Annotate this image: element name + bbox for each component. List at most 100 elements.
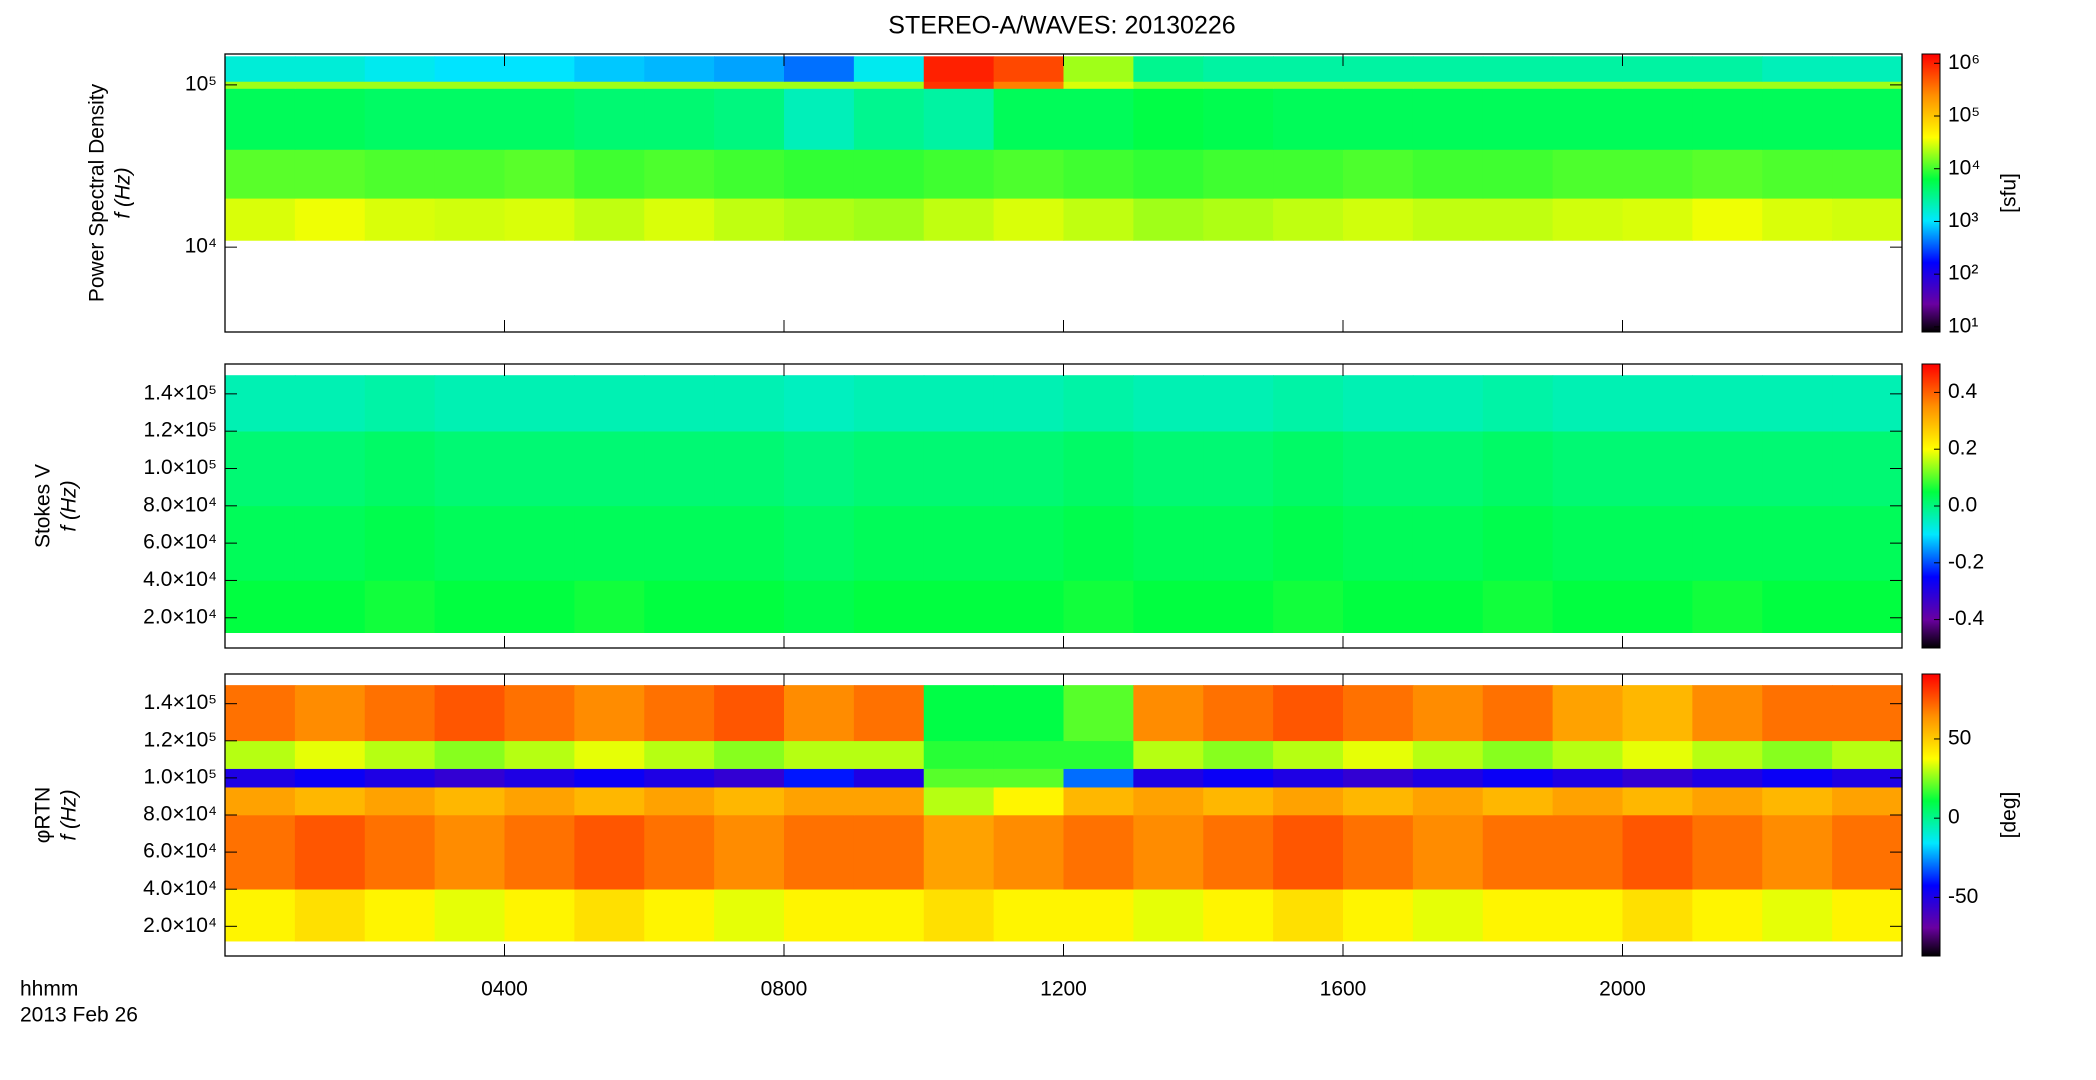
heatmap-cell: [1273, 815, 1344, 890]
heatmap-cell: [1343, 505, 1414, 581]
heatmap-cell: [993, 81, 1065, 89]
heatmap-cell: [1412, 889, 1484, 942]
heatmap-cell: [1063, 375, 1134, 432]
heatmap-cell: [504, 375, 575, 432]
heatmap-cell: [993, 787, 1065, 816]
heatmap-cell: [923, 88, 995, 150]
heatmap-cell: [1343, 889, 1414, 942]
heatmap-cell: [1622, 198, 1693, 241]
y-axis-label: f (Hz): [58, 480, 81, 531]
heatmap-cell: [1622, 815, 1693, 890]
heatmap-cell: [644, 198, 715, 241]
heatmap-cell: [644, 768, 715, 788]
y-axis-label: Stokes V: [32, 464, 55, 548]
y-axis-label: f (Hz): [112, 167, 135, 218]
heatmap-cell: [364, 198, 436, 241]
heatmap-cell: [1343, 768, 1414, 788]
heatmap-cell: [434, 685, 506, 742]
heatmap-cell: [364, 56, 436, 82]
heatmap-cell: [644, 505, 715, 581]
heatmap-cell: [644, 81, 715, 89]
heatmap-cell: [225, 56, 296, 82]
heatmap-cell: [1482, 56, 1554, 82]
heatmap-cell: [1273, 56, 1344, 82]
heatmap-cell: [1412, 580, 1484, 633]
heatmap-cell: [574, 81, 645, 89]
heatmap-cell: [294, 56, 366, 82]
heatmap-cell: [923, 740, 995, 769]
heatmap-cell: [225, 768, 296, 788]
heatmap-cell: [1273, 505, 1344, 581]
heatmap-cell: [225, 740, 296, 769]
heatmap-cell: [574, 149, 645, 199]
heatmap-cell: [1482, 375, 1554, 432]
heatmap-cell: [364, 787, 436, 816]
heatmap-cell: [294, 740, 366, 769]
heatmap-cell: [434, 740, 506, 769]
heatmap-cell: [1343, 198, 1414, 241]
heatmap-cell: [714, 580, 785, 633]
heatmap-cell: [784, 815, 855, 890]
heatmap-cell: [504, 787, 575, 816]
heatmap-cell: [784, 81, 855, 89]
heatmap-cell: [784, 740, 855, 769]
heatmap-cell: [1412, 375, 1484, 432]
heatmap-cell: [714, 56, 785, 82]
heatmap-cell: [1203, 81, 1274, 89]
heatmap-cell: [1063, 685, 1134, 742]
heatmap-cell: [225, 889, 296, 942]
y-tick-label: 1.0×10⁵: [143, 765, 217, 788]
heatmap-cell: [1133, 149, 1204, 199]
heatmap-cell: [853, 815, 925, 890]
heatmap-cell: [1203, 431, 1274, 507]
heatmap-cell: [1692, 505, 1763, 581]
heatmap-cell: [225, 81, 296, 89]
heatmap-cell: [1622, 768, 1693, 788]
heatmap-cell: [574, 88, 645, 150]
heatmap-cell: [923, 81, 995, 89]
heatmap-cell: [1273, 431, 1344, 507]
heatmap-cell: [434, 88, 506, 150]
heatmap-cell: [1832, 88, 1903, 150]
heatmap-cell: [1692, 685, 1763, 742]
heatmap-cell: [714, 505, 785, 581]
heatmap-cell: [1692, 740, 1763, 769]
heatmap-cell: [1482, 88, 1554, 150]
heatmap-cell: [1203, 815, 1274, 890]
heatmap-cell: [1552, 149, 1624, 199]
heatmap-cell: [784, 768, 855, 788]
heatmap-cell: [1482, 815, 1554, 890]
heatmap-cell: [784, 505, 855, 581]
heatmap-cell: [644, 88, 715, 150]
heatmap-cell: [364, 815, 436, 890]
heatmap-cell: [1832, 787, 1903, 816]
heatmap-cell: [784, 149, 855, 199]
x-tick-label: 0800: [761, 978, 808, 1001]
heatmap-cell: [1203, 889, 1274, 942]
heatmap-cell: [574, 685, 645, 742]
heatmap-cell: [1203, 375, 1274, 432]
heatmap-cell: [1482, 149, 1554, 199]
heatmap-cell: [1482, 768, 1554, 788]
heatmap-cell: [364, 149, 436, 199]
heatmap-cell: [1832, 81, 1903, 89]
colorbar-tick-label: 0.4: [1948, 380, 1978, 403]
heatmap-cell: [853, 580, 925, 633]
heatmap-cell: [504, 580, 575, 633]
heatmap-cell: [1482, 505, 1554, 581]
heatmap-cell: [923, 580, 995, 633]
heatmap-cell: [644, 787, 715, 816]
heatmap-cell: [644, 375, 715, 432]
heatmap-cell: [434, 815, 506, 890]
heatmap-cell: [434, 56, 506, 82]
heatmap-cell: [1412, 740, 1484, 769]
heatmap-cell: [1412, 768, 1484, 788]
heatmap-cell: [1203, 580, 1274, 633]
heatmap-cell: [1552, 740, 1624, 769]
heatmap-cell: [225, 88, 296, 150]
heatmap-cell: [1133, 505, 1204, 581]
heatmap-cell: [1692, 580, 1763, 633]
heatmap-cell: [434, 580, 506, 633]
heatmap-cell: [294, 505, 366, 581]
y-tick-label: 1.2×10⁵: [143, 728, 217, 751]
